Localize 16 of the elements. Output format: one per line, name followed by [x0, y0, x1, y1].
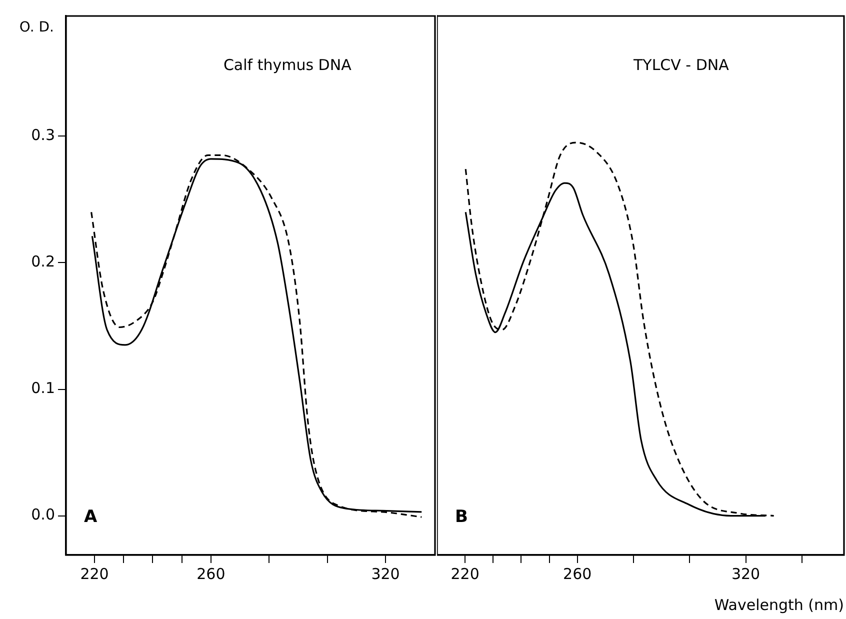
x-tick-label: 220 — [450, 564, 480, 583]
annotation: A — [84, 507, 98, 528]
y-tick-label: 0.2 — [31, 252, 55, 271]
y-axis-title: O. D. — [19, 20, 54, 36]
annotation: B — [455, 507, 468, 528]
y-tick-label: 0.3 — [31, 126, 55, 144]
text: Calf thymus DNA — [223, 56, 352, 74]
y-tick-label: 0.1 — [31, 379, 55, 398]
x-tick-label: 220 — [80, 564, 109, 583]
x-axis-title: Wavelength (nm) — [714, 596, 844, 614]
x-tick-label: 260 — [196, 564, 226, 583]
y-tick-label: 0.0 — [31, 506, 55, 524]
x-tick-label: 260 — [563, 564, 592, 583]
x-tick-label: 320 — [731, 564, 760, 583]
x-tick-label: 320 — [371, 564, 400, 583]
text: TYLCV - DNA — [632, 56, 730, 74]
